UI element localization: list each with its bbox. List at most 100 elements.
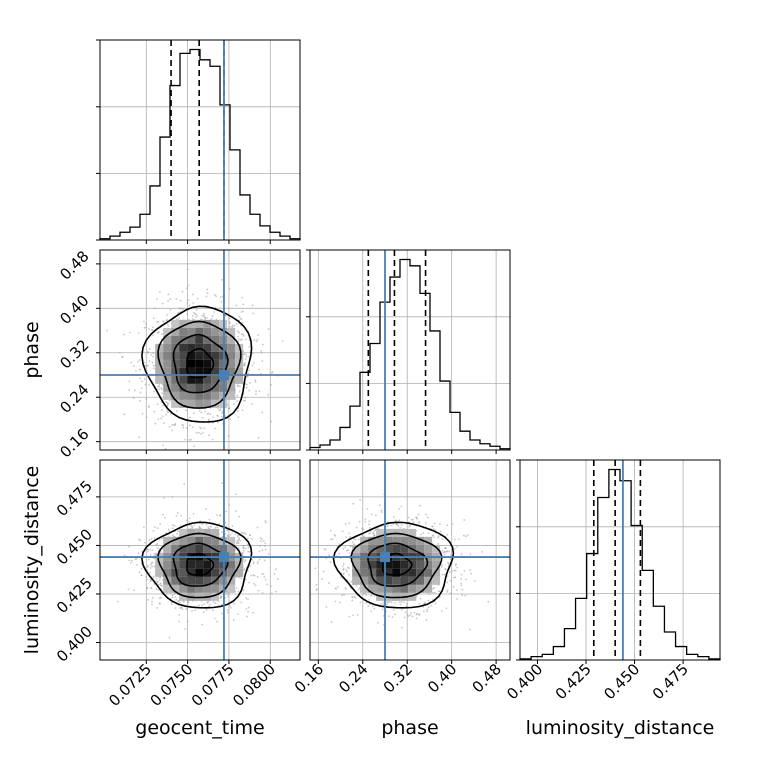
sample-point — [454, 576, 457, 579]
sample-point — [261, 549, 264, 552]
sample-point — [220, 595, 223, 598]
sample-point — [198, 526, 201, 529]
sample-point — [186, 427, 188, 430]
y-label-luminosity-distance: luminosity_distance — [21, 466, 43, 655]
sample-point — [380, 511, 383, 513]
sample-point — [418, 520, 421, 523]
sample-point — [260, 572, 263, 575]
density-block — [392, 560, 401, 569]
sample-point — [221, 412, 223, 415]
sample-point — [151, 565, 154, 568]
sample-point — [245, 608, 248, 610]
sample-point — [174, 596, 177, 599]
sample-point — [195, 308, 198, 311]
sample-point — [220, 301, 223, 303]
sample-point — [256, 562, 259, 565]
density-block — [171, 399, 180, 408]
density-block — [384, 536, 393, 545]
sample-point — [166, 323, 169, 325]
sample-point — [170, 429, 173, 432]
sample-point — [454, 563, 457, 565]
sample-point — [240, 311, 243, 313]
sample-point — [194, 609, 197, 612]
sample-point — [143, 378, 146, 381]
sample-point — [189, 424, 191, 427]
density-block — [352, 576, 361, 585]
sample-point — [214, 617, 216, 620]
sample-point — [394, 613, 396, 616]
sample-point — [252, 562, 255, 565]
density-block — [352, 544, 361, 553]
sample-point — [240, 601, 243, 604]
contour-level — [157, 532, 242, 599]
sample-point — [242, 335, 245, 337]
sample-point — [237, 590, 240, 593]
sample-point — [449, 558, 452, 561]
sample-point — [446, 550, 449, 552]
sample-point — [242, 399, 245, 402]
contour-level — [350, 532, 443, 599]
sample-point — [235, 323, 238, 325]
sample-point — [240, 577, 243, 580]
sample-point — [416, 517, 419, 520]
scatter-inner — [100, 460, 300, 660]
sample-point — [398, 601, 401, 604]
sample-point — [245, 338, 247, 341]
sample-point — [275, 568, 277, 571]
sample-point — [161, 302, 164, 305]
sample-point — [159, 290, 161, 293]
sample-point — [377, 527, 380, 529]
density-block — [179, 351, 188, 360]
density-block — [416, 544, 425, 553]
sample-point — [231, 525, 234, 527]
sample-point — [147, 566, 149, 568]
sample-point — [133, 389, 136, 392]
sample-point — [229, 325, 231, 328]
density-block — [416, 560, 425, 569]
sample-point — [236, 535, 239, 538]
sample-point — [130, 559, 133, 562]
sample-point — [487, 600, 490, 603]
sample-point — [176, 410, 178, 413]
sample-point — [437, 535, 440, 537]
sample-point — [175, 298, 178, 300]
sample-point — [135, 369, 137, 372]
sample-point — [207, 419, 210, 422]
sample-point — [158, 579, 161, 582]
sample-point — [229, 533, 232, 536]
sample-point — [181, 423, 184, 426]
sample-point — [210, 526, 212, 528]
sample-point — [228, 320, 231, 323]
sample-point — [224, 314, 227, 317]
density-block — [211, 592, 220, 601]
sample-point — [387, 524, 390, 527]
sample-point — [243, 532, 246, 534]
sample-point — [247, 610, 250, 613]
sample-point — [460, 584, 463, 587]
sample-point — [203, 314, 205, 317]
sample-point — [205, 295, 208, 298]
sample-point — [243, 547, 245, 550]
sample-point — [204, 410, 207, 413]
sample-point — [410, 518, 413, 521]
sample-point — [257, 334, 259, 336]
sample-point — [423, 610, 425, 613]
sample-point — [451, 523, 454, 526]
sample-point — [398, 519, 401, 522]
sample-point — [161, 578, 164, 581]
density-block — [179, 375, 188, 384]
sample-point — [427, 532, 430, 535]
density-block — [368, 544, 377, 553]
sample-point — [217, 407, 220, 410]
sample-point — [202, 432, 204, 434]
sample-point — [351, 599, 354, 602]
sample-point — [160, 401, 163, 404]
sample-point — [441, 550, 444, 552]
sample-point — [386, 600, 388, 603]
sample-point — [349, 535, 352, 538]
sample-point — [254, 379, 257, 382]
sample-point — [463, 570, 466, 572]
sample-point — [206, 292, 209, 295]
sample-point — [160, 387, 163, 389]
sample-point — [391, 616, 394, 619]
